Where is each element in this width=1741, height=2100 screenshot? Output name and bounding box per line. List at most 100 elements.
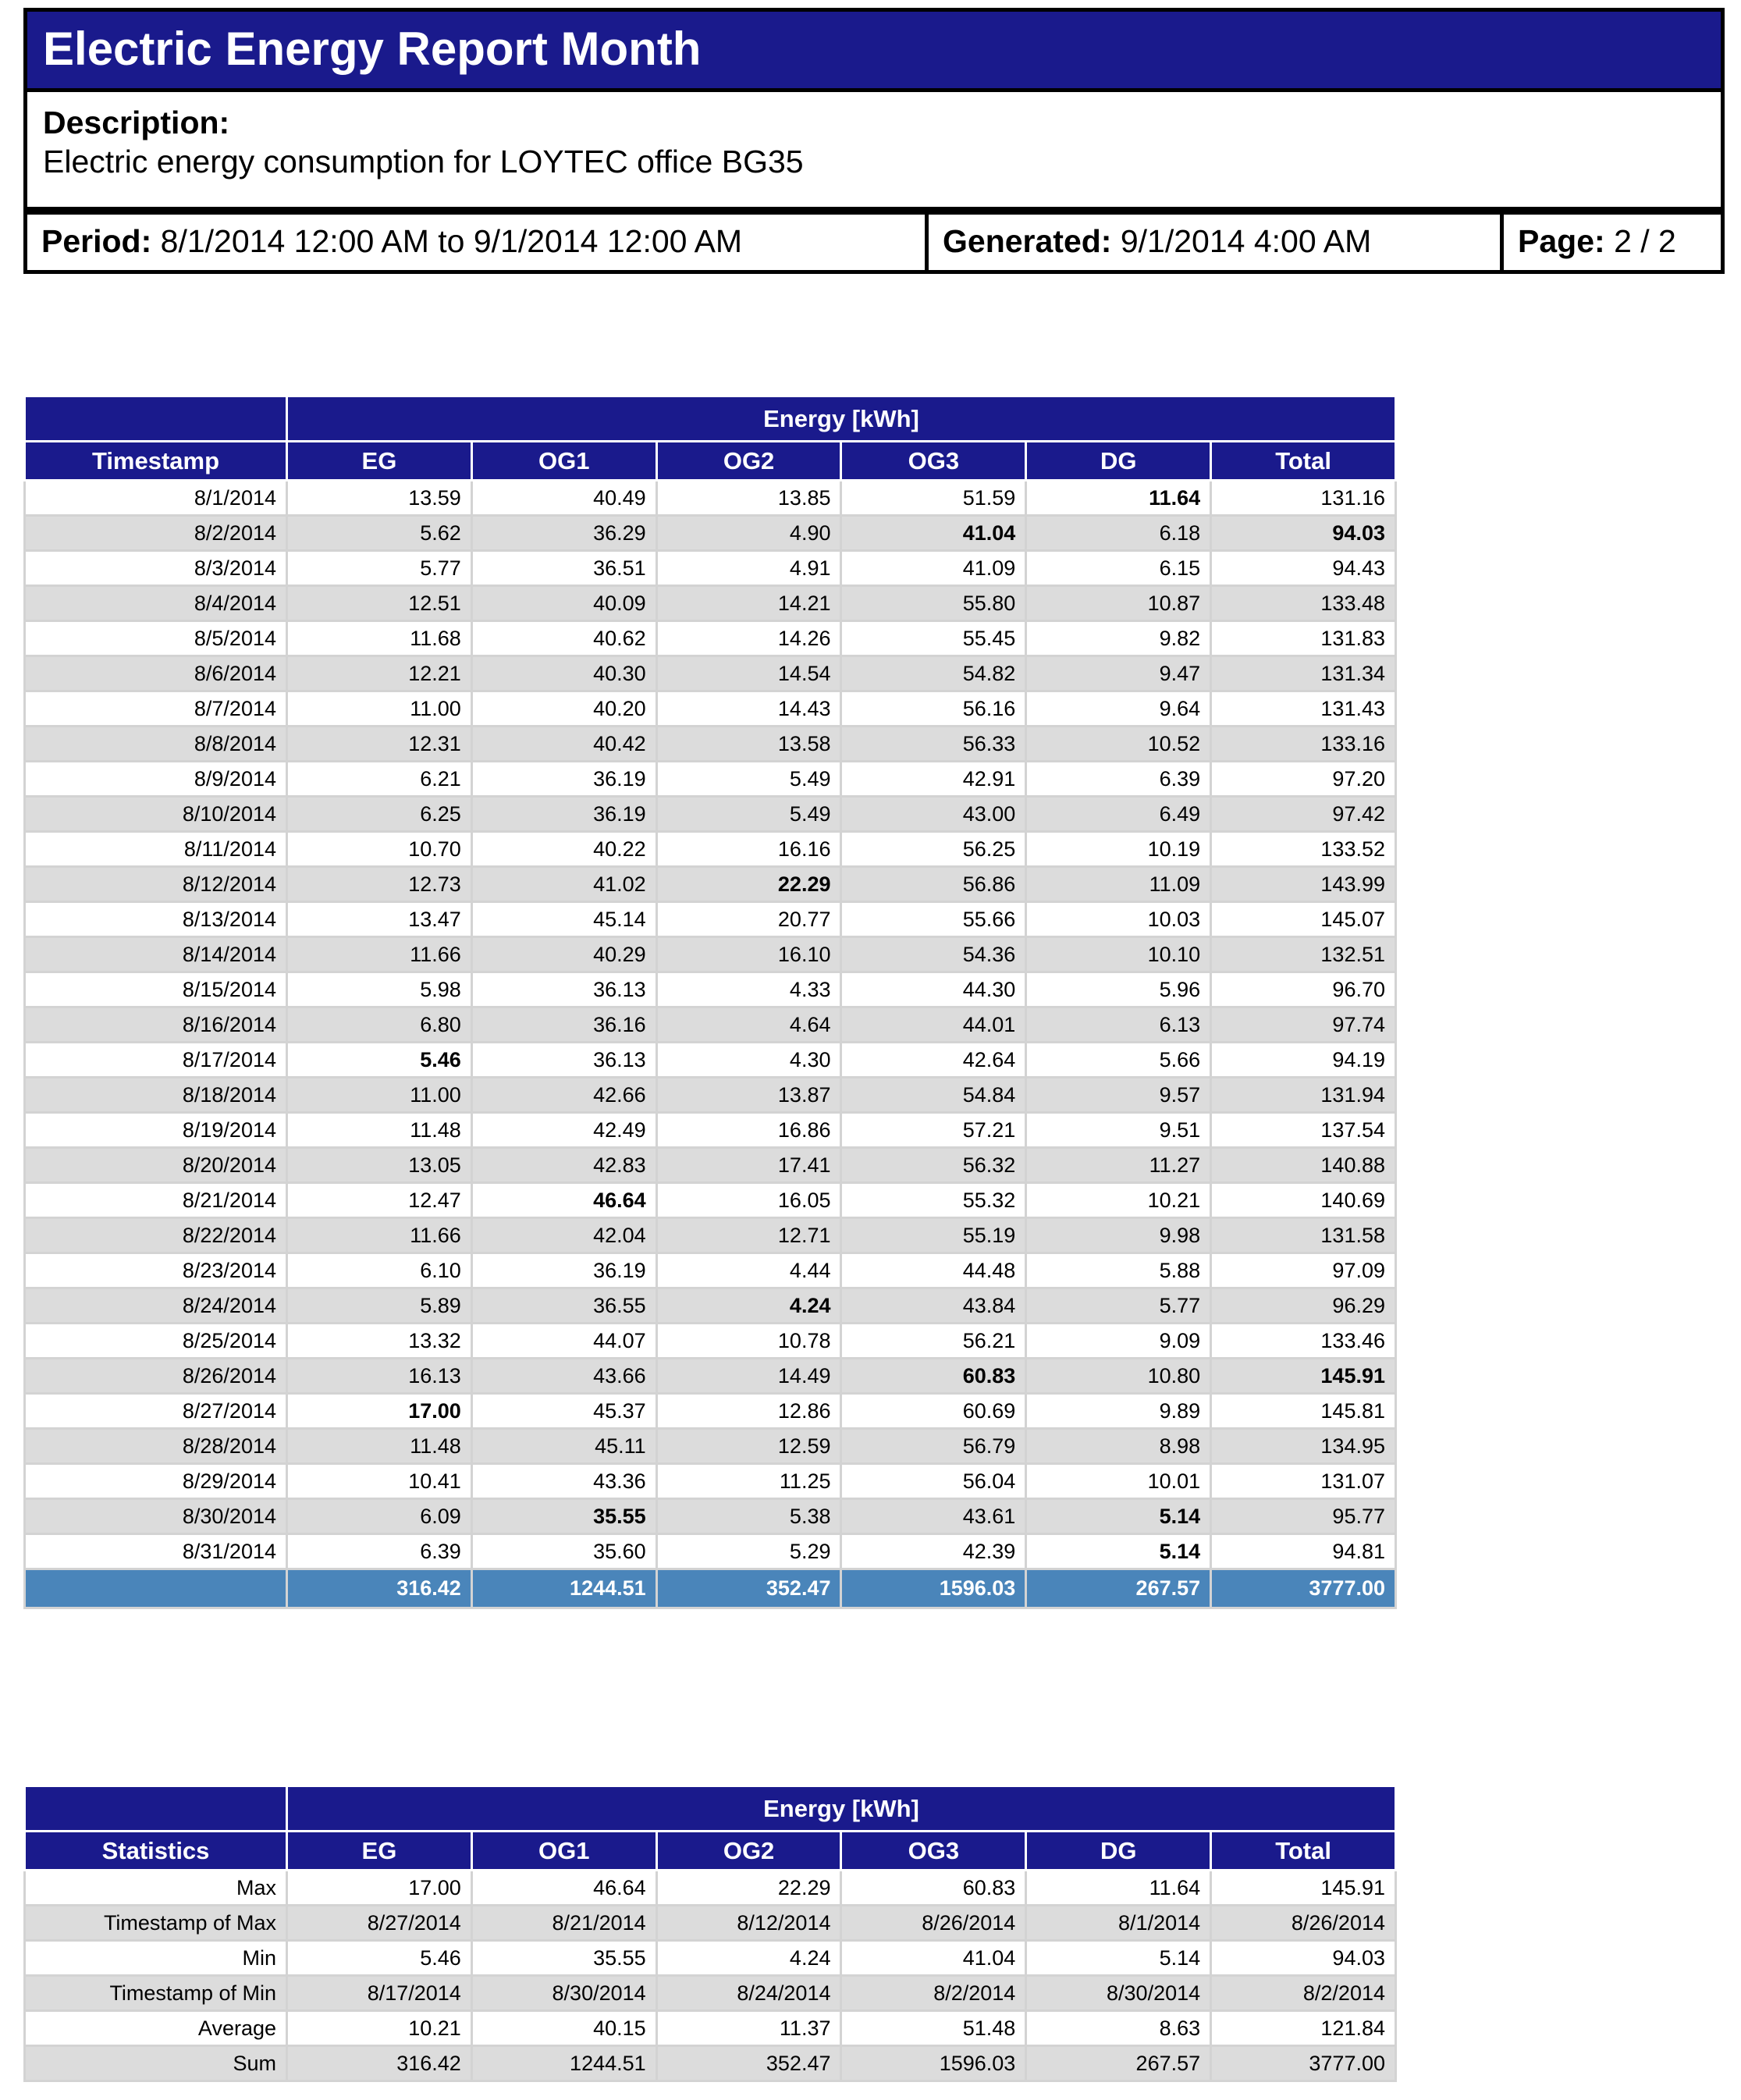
value-cell: 43.84 bbox=[842, 1289, 1025, 1322]
value-cell: 13.05 bbox=[288, 1149, 471, 1181]
value-cell: 5.96 bbox=[1027, 973, 1210, 1006]
value-cell: 133.48 bbox=[1212, 587, 1395, 620]
value-cell: 40.29 bbox=[472, 938, 656, 971]
value-cell: 8.98 bbox=[1027, 1430, 1210, 1462]
value-cell: 4.64 bbox=[657, 1008, 840, 1041]
value-cell: 97.20 bbox=[1212, 762, 1395, 795]
stats-row: Max 17.00 46.64 22.29 60.83 11.64 145.91 bbox=[26, 1871, 1395, 1904]
value-cell: 45.14 bbox=[472, 903, 656, 936]
energy-row: 8/9/2014 6.21 36.19 5.49 42.91 6.39 97.20 bbox=[26, 762, 1395, 795]
value-cell: 131.58 bbox=[1212, 1219, 1395, 1252]
value-cell: 42.04 bbox=[472, 1219, 656, 1252]
value-cell: 97.09 bbox=[1212, 1254, 1395, 1287]
timestamp-cell: 8/17/2014 bbox=[26, 1043, 286, 1076]
stat-value-cell: 11.64 bbox=[1027, 1871, 1210, 1904]
stat-value-cell: 5.14 bbox=[1027, 1942, 1210, 1974]
col-header-og2: OG2 bbox=[657, 442, 840, 479]
stat-value-cell: 8/24/2014 bbox=[657, 1977, 840, 2009]
description-text: Electric energy consumption for LOYTEC o… bbox=[43, 144, 804, 180]
timestamp-cell: 8/6/2014 bbox=[26, 657, 286, 690]
value-cell: 94.81 bbox=[1212, 1535, 1395, 1568]
page-label: Page: bbox=[1518, 223, 1605, 259]
value-cell: 36.13 bbox=[472, 1043, 656, 1076]
stat-value-cell: 40.15 bbox=[472, 2012, 656, 2045]
value-cell: 51.59 bbox=[842, 481, 1025, 514]
value-cell: 42.66 bbox=[472, 1078, 656, 1111]
report-meta-strip: Period: 8/1/2014 12:00 AM to 9/1/2014 12… bbox=[23, 211, 1725, 274]
value-cell: 145.81 bbox=[1212, 1395, 1395, 1427]
stat-value-cell: 316.42 bbox=[288, 2047, 471, 2080]
energy-row: 8/10/2014 6.25 36.19 5.49 43.00 6.49 97.42 bbox=[26, 798, 1395, 830]
value-cell: 6.25 bbox=[288, 798, 471, 830]
timestamp-cell: 8/24/2014 bbox=[26, 1289, 286, 1322]
energy-row: 8/11/2014 10.70 40.22 16.16 56.25 10.19 133.52 bbox=[26, 833, 1395, 865]
col-header-timestamp: Timestamp bbox=[26, 442, 286, 479]
value-cell: 36.13 bbox=[472, 973, 656, 1006]
value-cell: 10.19 bbox=[1027, 833, 1210, 865]
timestamp-cell: 8/14/2014 bbox=[26, 938, 286, 971]
value-cell: 131.16 bbox=[1212, 481, 1395, 514]
value-cell: 10.41 bbox=[288, 1465, 471, 1498]
stat-value-cell: 5.46 bbox=[288, 1942, 471, 1974]
energy-row: 8/26/2014 16.13 43.66 14.49 60.83 10.80 145.91 bbox=[26, 1359, 1395, 1392]
energy-row: 8/1/2014 13.59 40.49 13.85 51.59 11.64 131.16 bbox=[26, 481, 1395, 514]
value-cell: 11.09 bbox=[1027, 868, 1210, 901]
value-cell: 11.48 bbox=[288, 1430, 471, 1462]
value-cell: 134.95 bbox=[1212, 1430, 1395, 1462]
sum-value-cell: 1244.51 bbox=[472, 1570, 656, 1607]
timestamp-cell: 8/23/2014 bbox=[26, 1254, 286, 1287]
col-header-eg: EG bbox=[288, 442, 471, 479]
value-cell: 36.19 bbox=[472, 798, 656, 830]
energy-row: 8/22/2014 11.66 42.04 12.71 55.19 9.98 131.58 bbox=[26, 1219, 1395, 1252]
value-cell: 96.29 bbox=[1212, 1289, 1395, 1322]
value-cell: 133.46 bbox=[1212, 1324, 1395, 1357]
stat-value-cell: 8/1/2014 bbox=[1027, 1906, 1210, 1939]
value-cell: 13.85 bbox=[657, 481, 840, 514]
value-cell: 5.14 bbox=[1027, 1500, 1210, 1533]
value-cell: 36.19 bbox=[472, 1254, 656, 1287]
description-section: Description: Electric energy consumption… bbox=[27, 92, 1721, 207]
value-cell: 10.03 bbox=[1027, 903, 1210, 936]
value-cell: 11.68 bbox=[288, 622, 471, 655]
timestamp-cell: 8/20/2014 bbox=[26, 1149, 286, 1181]
value-cell: 43.00 bbox=[842, 798, 1025, 830]
energy-row: 8/25/2014 13.32 44.07 10.78 56.21 9.09 133.46 bbox=[26, 1324, 1395, 1357]
value-cell: 4.24 bbox=[657, 1289, 840, 1322]
value-cell: 14.49 bbox=[657, 1359, 840, 1392]
generated-value: 9/1/2014 4:00 AM bbox=[1120, 223, 1372, 259]
value-cell: 17.00 bbox=[288, 1395, 471, 1427]
sum-spacer-cell bbox=[26, 1570, 286, 1607]
energy-column-header-row: Timestamp EG OG1 OG2 OG3 DG Total bbox=[26, 442, 1395, 479]
stat-value-cell: 121.84 bbox=[1212, 2012, 1395, 2045]
energy-row: 8/30/2014 6.09 35.55 5.38 43.61 5.14 95.77 bbox=[26, 1500, 1395, 1533]
stats-column-header-row: Statistics EG OG1 OG2 OG3 DG Total bbox=[26, 1832, 1395, 1869]
timestamp-cell: 8/18/2014 bbox=[26, 1078, 286, 1111]
stats-row: Average 10.21 40.15 11.37 51.48 8.63 121.84 bbox=[26, 2012, 1395, 2045]
col-header-statistics: Statistics bbox=[26, 1832, 286, 1869]
col-header-total: Total bbox=[1212, 1832, 1395, 1869]
stat-value-cell: 8.63 bbox=[1027, 2012, 1210, 2045]
value-cell: 56.25 bbox=[842, 833, 1025, 865]
energy-row: 8/12/2014 12.73 41.02 22.29 56.86 11.09 143.99 bbox=[26, 868, 1395, 901]
energy-sum-row: 316.42 1244.51 352.47 1596.03 267.57 3777.00 bbox=[26, 1570, 1395, 1607]
value-cell: 56.16 bbox=[842, 692, 1025, 725]
sum-value-cell: 267.57 bbox=[1027, 1570, 1210, 1607]
value-cell: 5.38 bbox=[657, 1500, 840, 1533]
value-cell: 97.74 bbox=[1212, 1008, 1395, 1041]
value-cell: 12.71 bbox=[657, 1219, 840, 1252]
value-cell: 11.27 bbox=[1027, 1149, 1210, 1181]
stats-row: Sum 316.42 1244.51 352.47 1596.03 267.57 3777.… bbox=[26, 2047, 1395, 2080]
value-cell: 11.00 bbox=[288, 692, 471, 725]
value-cell: 131.43 bbox=[1212, 692, 1395, 725]
col-header-og3: OG3 bbox=[842, 442, 1025, 479]
value-cell: 16.86 bbox=[657, 1114, 840, 1146]
value-cell: 43.66 bbox=[472, 1359, 656, 1392]
value-cell: 35.55 bbox=[472, 1500, 656, 1533]
value-cell: 36.29 bbox=[472, 517, 656, 549]
stat-label-cell: Sum bbox=[26, 2047, 286, 2080]
value-cell: 44.01 bbox=[842, 1008, 1025, 1041]
value-cell: 94.43 bbox=[1212, 552, 1395, 585]
value-cell: 36.51 bbox=[472, 552, 656, 585]
col-header-og3: OG3 bbox=[842, 1832, 1025, 1869]
value-cell: 4.44 bbox=[657, 1254, 840, 1287]
